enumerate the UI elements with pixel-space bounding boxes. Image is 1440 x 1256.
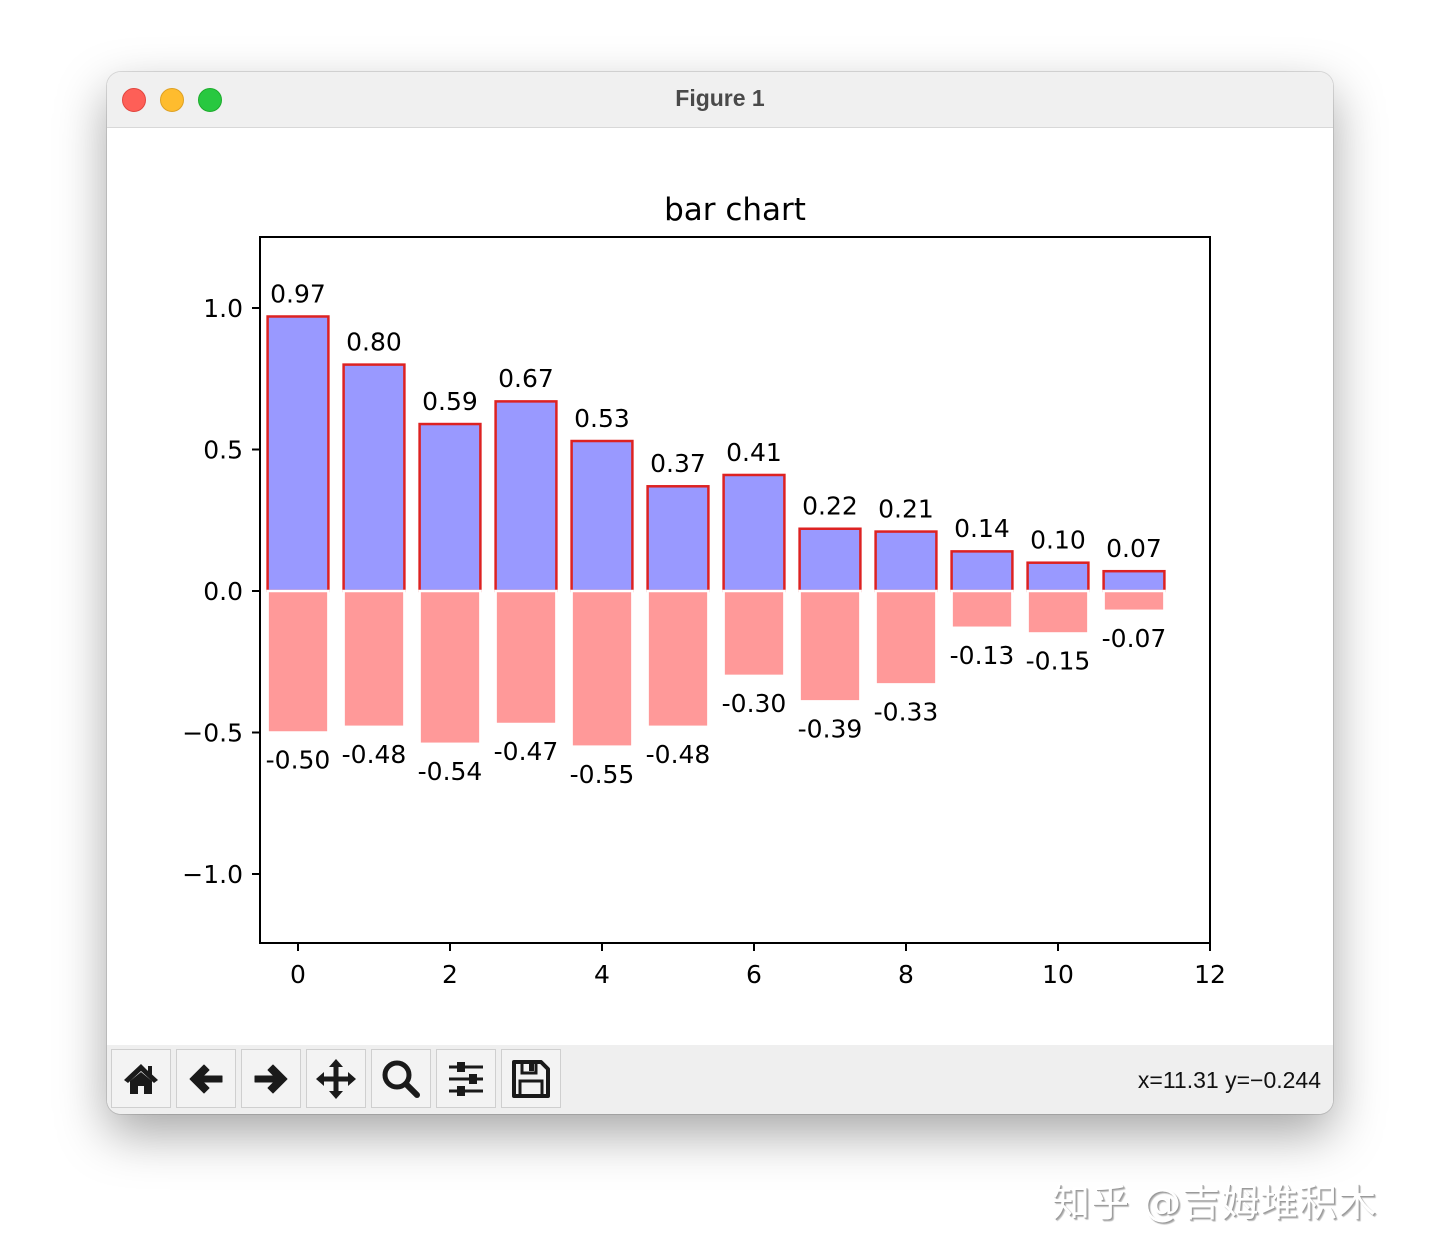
bar-value-label: -0.33 xyxy=(874,698,939,727)
x-tick-label: 2 xyxy=(442,960,458,989)
minimize-button[interactable] xyxy=(160,88,184,112)
figure-window: Figure 1 bar chart 0.97 0.80 0.59 0.67 0.53 0… xyxy=(107,72,1333,1114)
floppy-disk-icon xyxy=(512,1059,550,1098)
bar-value-label: -0.48 xyxy=(342,740,407,769)
y-tick-label: −1.0 xyxy=(182,860,243,889)
arrow-left-icon xyxy=(189,1064,223,1093)
bar-value-label: -0.55 xyxy=(570,760,635,789)
bar-value-label: 0.22 xyxy=(802,492,858,521)
x-tick-label: 12 xyxy=(1194,960,1226,989)
bar-value-label: 0.97 xyxy=(270,279,326,308)
bar-value-label: 0.41 xyxy=(726,438,782,467)
bar-value-label: -0.13 xyxy=(950,641,1015,670)
bar-negative xyxy=(874,589,938,686)
home-button[interactable] xyxy=(111,1049,171,1108)
bar-negative xyxy=(570,589,634,748)
maximize-button[interactable] xyxy=(198,88,222,112)
window-title: Figure 1 xyxy=(675,85,765,111)
title-bar: Figure 1 xyxy=(107,72,1333,128)
configure-subplots-button[interactable] xyxy=(436,1049,496,1108)
bars-group xyxy=(266,315,1166,748)
bar-negative xyxy=(1102,589,1166,613)
bar-negative xyxy=(722,589,786,678)
bar-positive xyxy=(266,315,330,593)
x-tick-label: 10 xyxy=(1042,960,1074,989)
bar-value-label: 0.80 xyxy=(346,327,402,356)
bar-value-label: 0.14 xyxy=(954,514,1010,543)
bar-positive xyxy=(722,473,786,593)
zoom-button[interactable] xyxy=(371,1049,431,1108)
bar-labels-group: 0.97 0.80 0.59 0.67 0.53 0.37 0.41 0.22 0.21 0.14… xyxy=(266,279,1167,788)
bar-value-label: 0.59 xyxy=(422,387,478,416)
bar-negative xyxy=(342,589,406,729)
move-icon xyxy=(316,1058,356,1099)
bar-value-label: -0.47 xyxy=(494,737,559,766)
bar-value-label: -0.54 xyxy=(418,757,483,786)
arrow-right-icon xyxy=(254,1064,288,1093)
pan-button[interactable] xyxy=(306,1049,366,1108)
x-tick-label: 6 xyxy=(746,960,762,989)
bar-value-label: -0.30 xyxy=(722,689,787,718)
bar-value-label: 0.10 xyxy=(1030,526,1086,555)
bar-value-label: -0.15 xyxy=(1026,647,1091,676)
save-button[interactable] xyxy=(501,1049,561,1108)
x-tick-label: 4 xyxy=(594,960,610,989)
bar-negative xyxy=(494,589,558,726)
magnifier-icon xyxy=(382,1060,420,1098)
bar-value-label: -0.39 xyxy=(798,715,863,744)
home-icon xyxy=(124,1063,158,1094)
bar-positive xyxy=(798,527,862,593)
cursor-coordinates: x=11.31 y=−0.244 xyxy=(1137,1067,1321,1093)
x-tick-label: 0 xyxy=(290,960,306,989)
bar-positive xyxy=(1026,561,1090,593)
y-tick-label: 0.0 xyxy=(203,577,243,606)
bar-negative xyxy=(798,589,862,703)
bar-positive xyxy=(494,400,558,593)
forward-button[interactable] xyxy=(241,1049,301,1108)
sliders-icon xyxy=(449,1061,483,1096)
bar-positive xyxy=(570,439,634,593)
bar-negative xyxy=(1026,589,1090,635)
watermark: 知乎 @吉姆堆积木 xyxy=(1052,1181,1378,1225)
bar-positive xyxy=(342,363,406,593)
bar-value-label: 0.07 xyxy=(1106,534,1162,563)
x-tick-label: 8 xyxy=(898,960,914,989)
bar-positive xyxy=(1102,569,1166,593)
bar-value-label: 0.53 xyxy=(574,404,630,433)
bar-value-label: -0.07 xyxy=(1102,624,1167,653)
y-tick-label: 0.5 xyxy=(203,436,243,465)
bar-value-label: 0.37 xyxy=(650,449,706,478)
bar-value-label: 0.67 xyxy=(498,364,554,393)
bar-positive xyxy=(646,485,710,593)
navigation-toolbar: x=11.31 y=−0.244 xyxy=(107,1045,1333,1114)
close-button[interactable] xyxy=(122,88,146,112)
x-axis: 0 2 4 6 8 10 12 xyxy=(290,943,1226,989)
figure-canvas[interactable]: bar chart 0.97 0.80 0.59 0.67 0.53 0.37 0.41 0.… xyxy=(107,128,1333,1045)
chart-title: bar chart xyxy=(664,192,806,228)
bar-positive xyxy=(950,550,1014,593)
bar-negative xyxy=(950,589,1014,630)
bar-chart: bar chart 0.970.800.590.670.530.37 0.410.… xyxy=(182,192,1226,989)
bar-value-label: -0.50 xyxy=(266,746,331,775)
bar-negative xyxy=(266,589,330,734)
y-tick-label: −0.5 xyxy=(182,719,243,748)
y-tick-label: 1.0 xyxy=(203,294,243,323)
bar-positive xyxy=(418,422,482,593)
bar-value-label: -0.48 xyxy=(646,740,711,769)
bar-negative xyxy=(646,589,710,729)
back-button[interactable] xyxy=(176,1049,236,1108)
bar-positive xyxy=(874,530,938,593)
y-axis: 1.0 0.5 0.0 −0.5 −1.0 xyxy=(182,294,260,889)
bar-value-label: 0.21 xyxy=(878,494,934,523)
bar-negative xyxy=(418,589,482,746)
